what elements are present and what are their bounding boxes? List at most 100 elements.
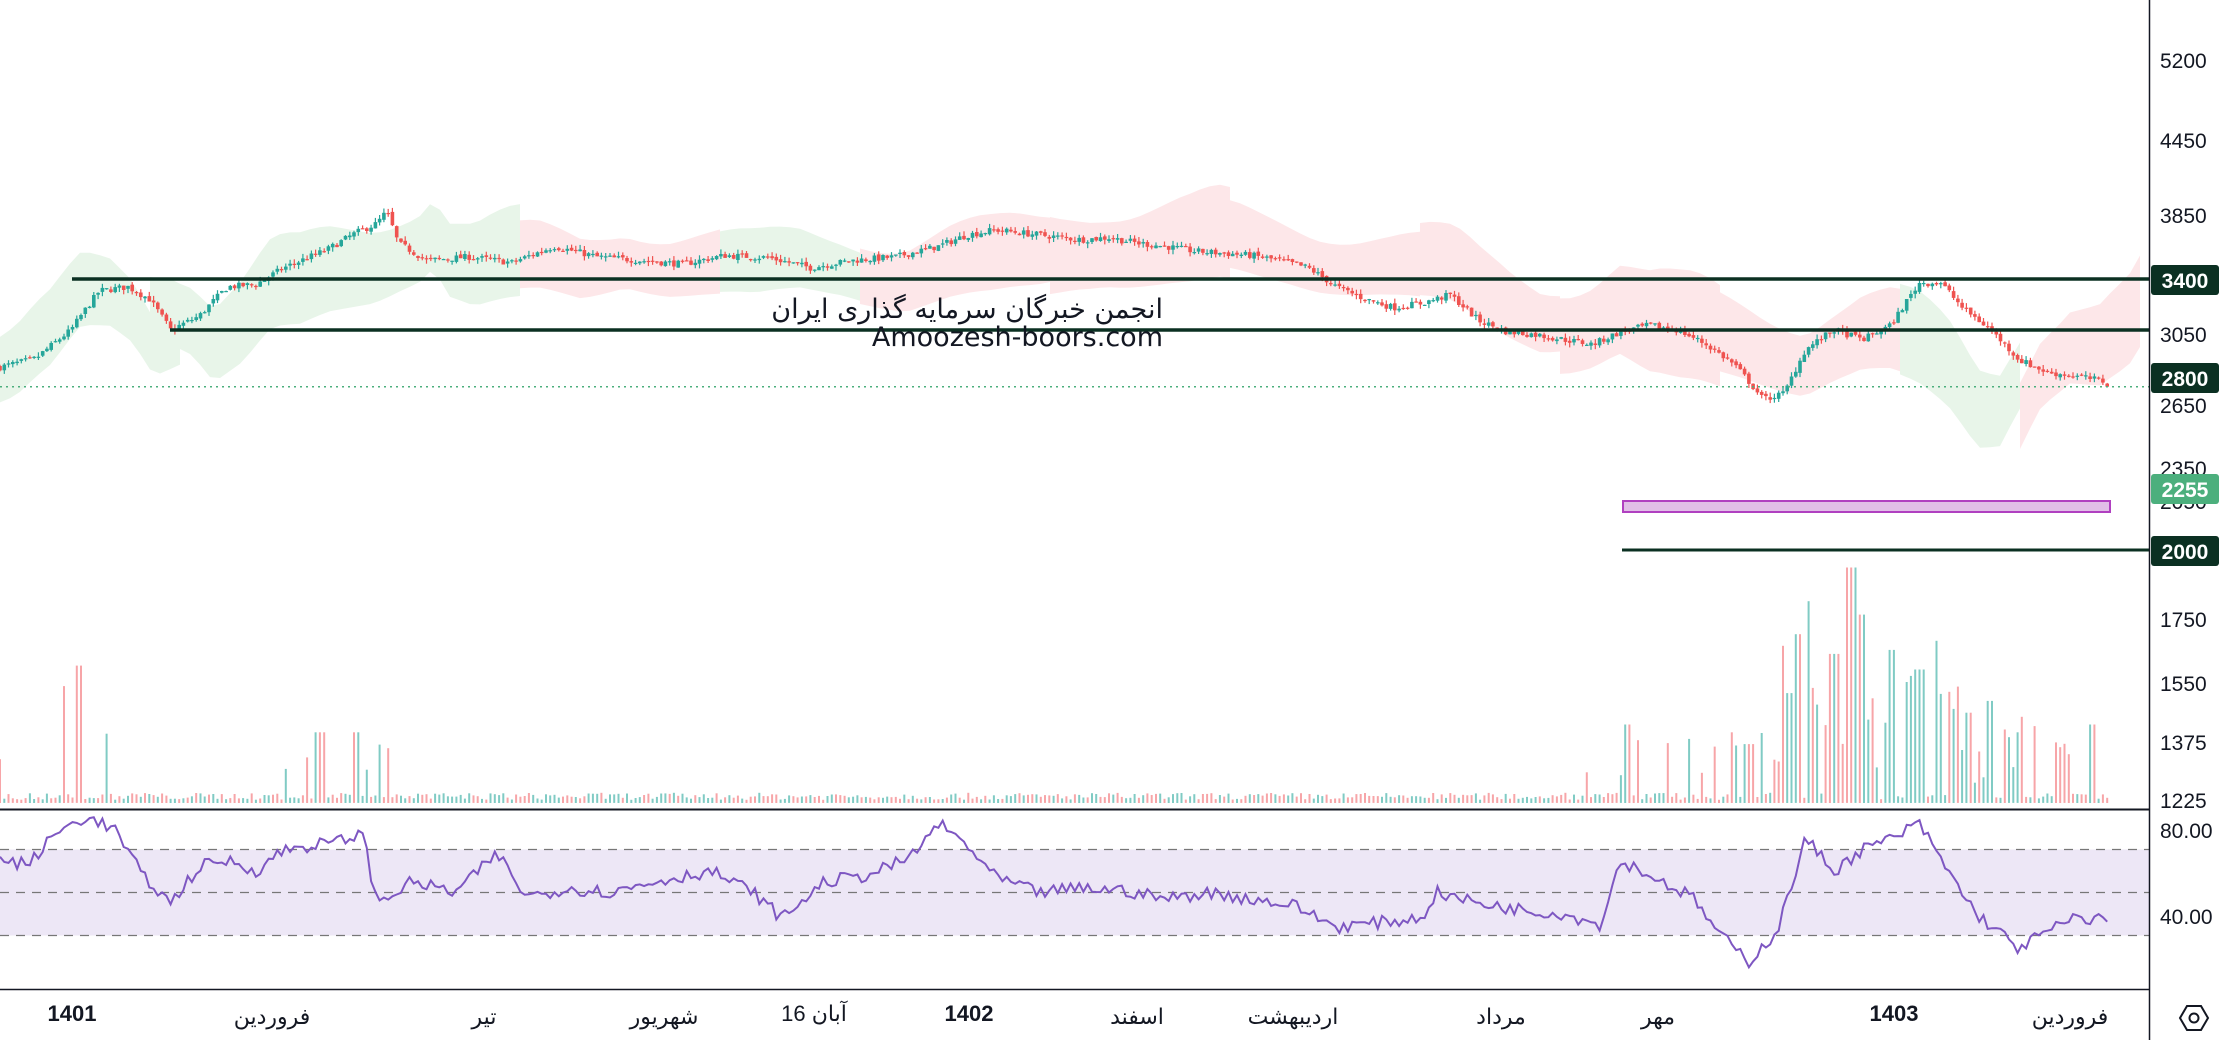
candle-body xyxy=(1427,300,1431,304)
candle-body xyxy=(1209,249,1214,254)
volume-bar xyxy=(481,798,483,803)
candle-body xyxy=(586,253,591,257)
candle-body xyxy=(1994,331,1999,335)
candle-body xyxy=(1687,333,1691,337)
candle-body xyxy=(471,259,476,261)
volume-bar xyxy=(1210,793,1213,803)
volume-bar xyxy=(1423,797,1426,803)
volume-bars-layer xyxy=(0,567,2109,803)
candle-body xyxy=(757,258,762,261)
volume-bar xyxy=(1056,794,1059,803)
volume-bar xyxy=(1816,704,1819,803)
cloud-segment xyxy=(1720,287,1900,396)
watermark-url: Amoozesh-boors.com xyxy=(872,322,1163,353)
candle-body xyxy=(1457,296,1461,305)
candle-body xyxy=(522,256,527,259)
volume-bar xyxy=(1253,795,1256,803)
volume-bar xyxy=(1696,798,1699,803)
volume-bar xyxy=(911,795,914,803)
candle-body xyxy=(1120,238,1124,244)
volume-bar xyxy=(1773,759,1776,803)
rsi-axis[interactable]: 80.00 40.00 xyxy=(2160,820,2213,929)
volume-bar xyxy=(327,797,330,803)
candle-body xyxy=(766,256,770,258)
candle-body xyxy=(1388,303,1393,309)
candle-body xyxy=(574,249,578,252)
candle-body xyxy=(1073,240,1077,242)
volume-axis[interactable]: 1750 1550 1375 1225 xyxy=(2160,609,2207,813)
candle-body xyxy=(1239,254,1244,256)
candle-body xyxy=(1273,258,1278,260)
time-axis[interactable]: 1401 فروردین تیر شهریور 16 آبان 1402 اسف… xyxy=(48,1000,2109,1029)
rsi-tick: 40.00 xyxy=(2160,906,2213,929)
cloud-segment xyxy=(1420,221,1560,353)
candle-body xyxy=(1401,307,1406,310)
candle-body xyxy=(1644,322,1649,327)
candle-body xyxy=(1576,339,1580,341)
volume-bar xyxy=(702,794,705,803)
volume-bar xyxy=(408,796,411,803)
volume-bar xyxy=(20,799,23,803)
candle-body xyxy=(723,254,727,258)
candle-body xyxy=(220,291,224,293)
candle-body xyxy=(1397,308,1401,311)
candle-body xyxy=(62,336,66,340)
price-badges: 3400 2800 2255 2000 xyxy=(2151,265,2219,566)
volume-bar xyxy=(1841,743,1844,803)
volume-bar xyxy=(719,799,722,803)
level-badge-2800: 2800 xyxy=(2151,363,2219,393)
hexagon-gear-icon[interactable] xyxy=(2178,1005,2210,1031)
candle-body xyxy=(544,250,548,253)
candle-body xyxy=(1862,337,1866,341)
volume-bar xyxy=(122,798,125,803)
volume-bar xyxy=(1619,775,1622,803)
candle-body xyxy=(1781,391,1785,394)
candle-body xyxy=(318,250,322,255)
candle-body xyxy=(390,211,395,226)
candle-body xyxy=(1533,332,1538,337)
candle-body xyxy=(100,287,105,292)
candle-body xyxy=(693,262,698,266)
candle-body xyxy=(527,255,531,257)
volume-bar xyxy=(1048,795,1051,803)
candle-body xyxy=(1205,253,1209,255)
candle-body xyxy=(940,243,945,245)
volume-bar xyxy=(980,799,983,803)
candle-body xyxy=(859,258,864,263)
candle-body xyxy=(339,240,343,247)
candle-body xyxy=(889,255,894,258)
candle-body xyxy=(1887,323,1892,328)
candle-body xyxy=(1529,333,1534,338)
volume-bar xyxy=(1065,796,1068,803)
volume-bar xyxy=(1317,794,1319,803)
candle-body xyxy=(2092,376,2097,379)
volume-bar xyxy=(1914,669,1917,803)
candle-body xyxy=(1047,236,1052,239)
candle-body xyxy=(876,254,881,261)
volume-bar xyxy=(540,799,543,803)
candle-body xyxy=(748,259,753,261)
price-tick: 4450 xyxy=(2160,130,2207,153)
volume-bar xyxy=(1061,798,1064,803)
price-axis[interactable]: 5200 4450 3850 3050 2650 2350 2050 xyxy=(2160,50,2207,514)
candle-body xyxy=(1717,350,1721,353)
candle-body xyxy=(539,251,544,254)
volume-bar xyxy=(792,796,795,803)
candle-body xyxy=(953,239,958,244)
volume-bar xyxy=(1739,796,1742,803)
volume-bar xyxy=(2067,754,2070,803)
candle-body xyxy=(1866,333,1871,342)
volume-bar xyxy=(741,798,744,803)
volume-bar xyxy=(24,798,27,803)
candle-body xyxy=(1371,300,1376,302)
volume-bar xyxy=(945,797,948,803)
candle-body xyxy=(1789,376,1794,386)
volume-bar xyxy=(822,799,825,803)
volume-bar xyxy=(203,796,206,803)
volume-bar xyxy=(182,798,185,803)
candle-body xyxy=(2032,366,2037,368)
candle-body xyxy=(1525,334,1529,337)
volume-bar xyxy=(178,799,181,803)
